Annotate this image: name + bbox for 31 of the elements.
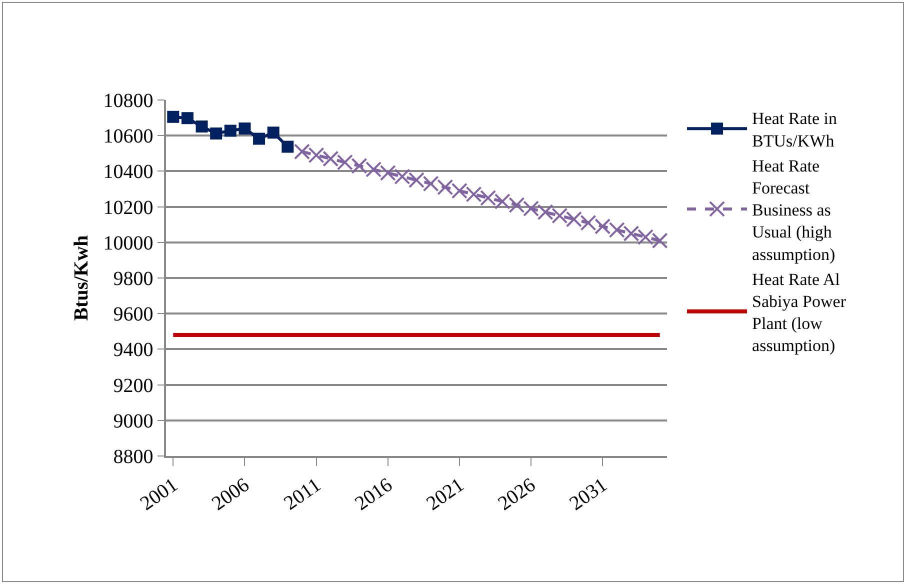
- x-tick-label: 2001: [136, 474, 182, 515]
- y-tick-label: 9400: [113, 339, 154, 362]
- y-tick-label: 10000: [103, 232, 154, 254]
- point: [238, 122, 251, 134]
- y-tick-label: 10600: [103, 126, 154, 148]
- x-tick-label: 2006: [208, 474, 254, 515]
- y-axis-title: Btus/Kwh: [70, 235, 92, 321]
- x-tick-label: 2021: [422, 474, 468, 515]
- point: [253, 132, 266, 145]
- y-tick-label: 9000: [113, 410, 154, 432]
- x-tick-label: 2016: [351, 474, 396, 515]
- point: [167, 110, 180, 123]
- y-tick-label: 9600: [113, 304, 154, 326]
- point: [224, 124, 236, 137]
- x-tick-label: 2031: [566, 474, 612, 515]
- y-tick-label: 10800: [103, 90, 154, 112]
- point: [267, 126, 280, 139]
- y-tick-label: 9200: [113, 374, 154, 397]
- legend-label: Heat Rate in BTUs/KWh: [752, 109, 838, 150]
- y-tick-label: 8800: [113, 446, 154, 468]
- legend-label: Heat Rate Al Sabiya Power Plant (low assumption): [752, 270, 846, 356]
- point: [210, 127, 222, 140]
- x-tick-label: 2026: [494, 474, 540, 515]
- x-tick-label: 2011: [280, 474, 325, 515]
- point: [282, 140, 294, 153]
- y-tick-label: 9800: [113, 268, 154, 290]
- point: [181, 112, 194, 124]
- y-tick-label: 10400: [103, 161, 154, 184]
- y-tick-label: 10200: [103, 196, 154, 219]
- point: [196, 120, 208, 133]
- legend-label: Heat Rate Forecast Business as Usual (high assumption): [752, 156, 836, 264]
